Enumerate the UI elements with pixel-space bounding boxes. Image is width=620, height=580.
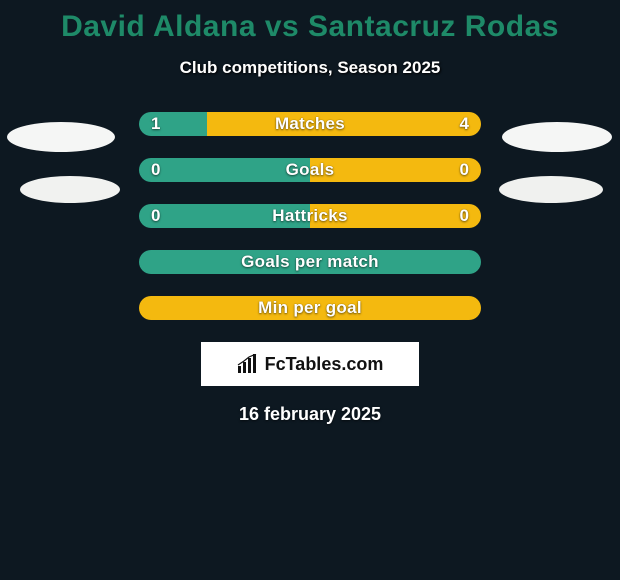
stat-bar: Goals00 xyxy=(139,158,481,182)
stat-bar: Goals per match xyxy=(139,250,481,274)
stat-bar-right xyxy=(310,158,481,182)
stat-bar-right xyxy=(207,112,481,136)
stat-bar: Matches14 xyxy=(139,112,481,136)
date-text: 16 february 2025 xyxy=(0,404,620,425)
stat-bar: Hattricks00 xyxy=(139,204,481,228)
left-player-shape xyxy=(20,176,120,203)
stat-value-left: 1 xyxy=(151,112,160,136)
stat-bar-left xyxy=(139,204,310,228)
right-player-shape xyxy=(499,176,603,203)
stat-value-left: 0 xyxy=(151,204,160,228)
stat-bar: Min per goal xyxy=(139,296,481,320)
stat-value-left: 0 xyxy=(151,158,160,182)
brand-box: FcTables.com xyxy=(201,342,419,386)
stat-row: Goals per match xyxy=(0,250,620,274)
stat-value-right: 4 xyxy=(460,112,469,136)
stat-bar-right xyxy=(139,296,481,320)
stat-bar-left xyxy=(139,250,481,274)
stat-bar-left xyxy=(139,112,207,136)
right-player-shape xyxy=(502,122,612,152)
page-title: David Aldana vs Santacruz Rodas xyxy=(0,0,620,44)
stat-value-right: 0 xyxy=(460,158,469,182)
stat-row: Min per goal xyxy=(0,296,620,320)
brand-text: FcTables.com xyxy=(265,354,384,375)
left-player-shape xyxy=(7,122,115,152)
subtitle: Club competitions, Season 2025 xyxy=(0,58,620,78)
stat-value-right: 0 xyxy=(460,204,469,228)
chart-icon xyxy=(237,354,259,374)
stat-row: Hattricks00 xyxy=(0,204,620,228)
stat-bar-right xyxy=(310,204,481,228)
stat-bar-left xyxy=(139,158,310,182)
